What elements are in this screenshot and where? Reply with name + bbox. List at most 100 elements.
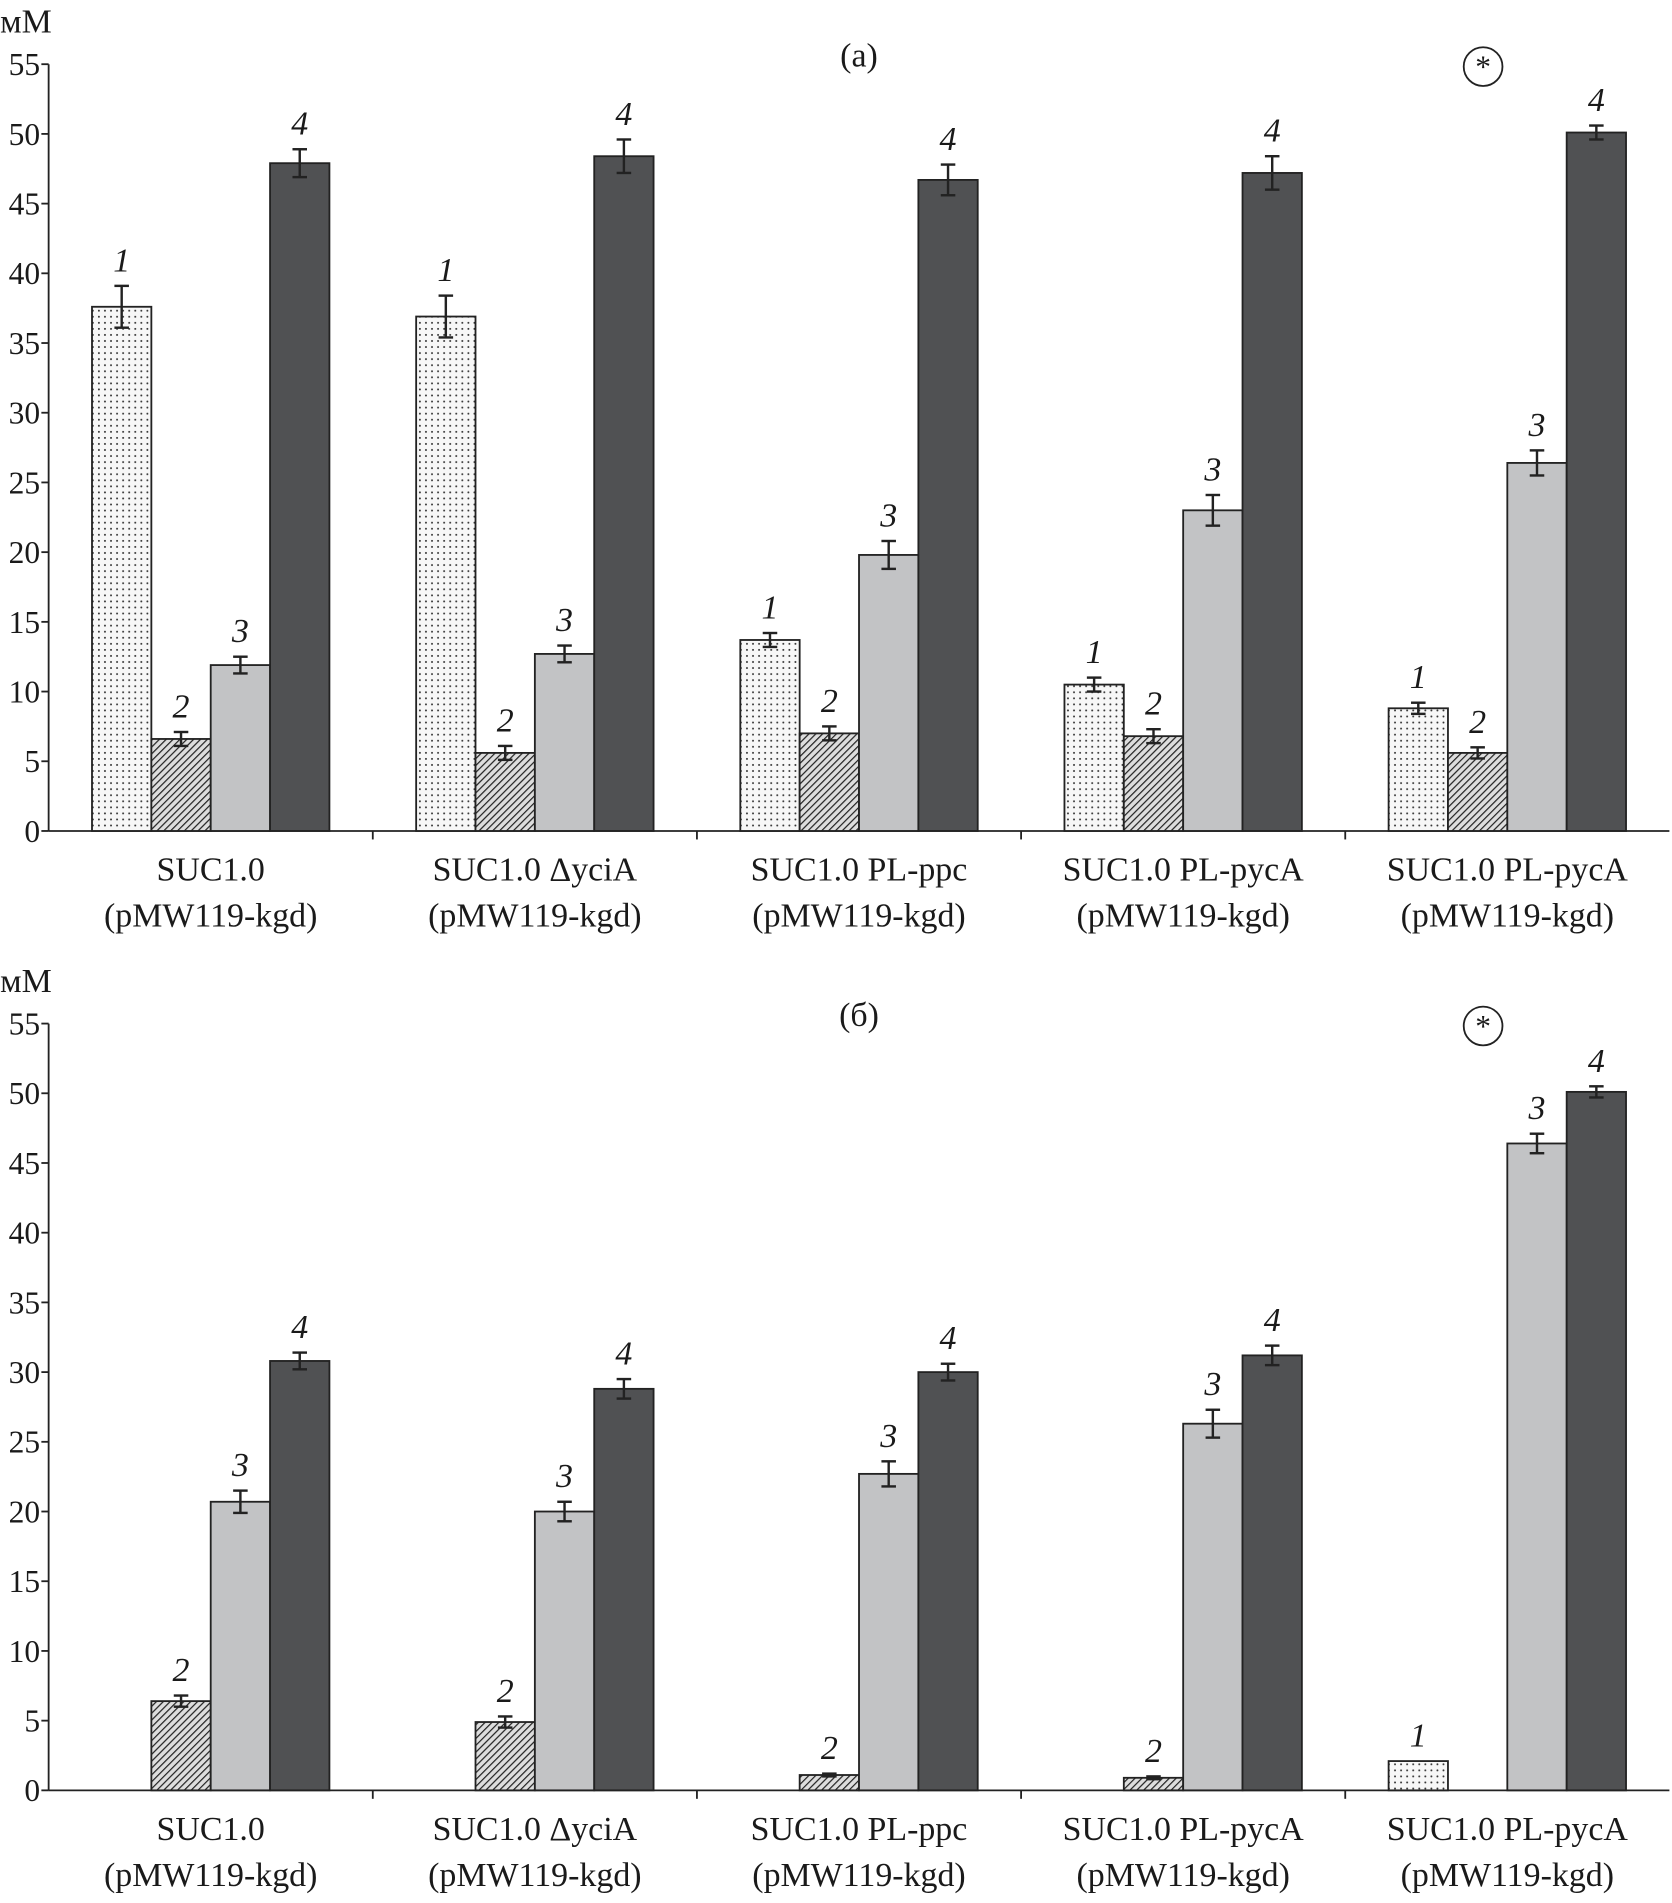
- y-tick-label: 0: [24, 1773, 40, 1808]
- x-tick-label: SUC1.0 ΔyciA: [433, 1811, 638, 1848]
- bar: [1182, 509, 1244, 832]
- error-bar: [616, 1377, 632, 1400]
- error-bar: [1470, 746, 1485, 760]
- bar: [917, 1371, 979, 1792]
- series-label: 3: [231, 1447, 249, 1484]
- x-tick-label: SUC1.0 PL-pycA: [1063, 1811, 1305, 1848]
- error-bar: [1529, 449, 1545, 477]
- y-tick-label: 50: [9, 1076, 40, 1111]
- annotation: *: [1475, 1009, 1491, 1044]
- error-bar: [292, 148, 308, 179]
- annotation-circle: [1462, 1005, 1504, 1047]
- series-label: 1: [1086, 634, 1103, 671]
- error-bar: [822, 1772, 837, 1778]
- annotation-circle: [1462, 46, 1504, 87]
- series-label: 4: [615, 96, 632, 133]
- bar: [269, 1360, 331, 1792]
- bar: [1447, 751, 1509, 832]
- bar: [798, 732, 860, 832]
- bar: [1122, 735, 1185, 832]
- series-label: 2: [173, 1652, 190, 1689]
- series-label: 4: [291, 106, 308, 143]
- error-bar: [1264, 1344, 1280, 1367]
- y-tick-label: 30: [9, 396, 40, 431]
- x-tick-label: (pMW119-kgd): [104, 1857, 317, 1894]
- bar: [1241, 1354, 1303, 1792]
- x-tick-label: (pMW119-kgd): [1076, 1857, 1289, 1894]
- y-axis-label: мМ: [0, 963, 52, 1000]
- series-label: 1: [1410, 659, 1427, 696]
- bar: [1241, 172, 1303, 832]
- error-bar: [1205, 493, 1221, 527]
- y-tick-label: 45: [9, 187, 40, 222]
- annotation: *: [1475, 50, 1491, 85]
- bar: [858, 554, 920, 832]
- bar: [415, 315, 477, 832]
- bar: [1387, 707, 1449, 832]
- series-label: 3: [879, 497, 897, 534]
- bar: [1506, 1142, 1568, 1792]
- error-bar: [1146, 1775, 1161, 1781]
- bar: [1063, 683, 1125, 832]
- series-label: 4: [940, 121, 957, 158]
- y-tick-label: 50: [9, 117, 40, 152]
- bar: [91, 305, 153, 832]
- bar-chart: мМ (а) * 0 5 10 15 20 25 30 35 40 45 50 55 SUC1.0 (pMW11…: [0, 4, 1670, 935]
- y-tick-label: 35: [9, 326, 40, 361]
- series-label: 3: [1528, 1090, 1546, 1127]
- x-tick-label: (pMW119-kgd): [428, 1857, 641, 1894]
- x-tick-label: SUC1.0 ΔyciA: [433, 852, 638, 889]
- x-tick-label: (pMW119-kgd): [428, 898, 641, 935]
- error-bar: [1411, 701, 1426, 716]
- y-tick-label: 55: [9, 1006, 40, 1041]
- series-label: 4: [291, 1309, 308, 1346]
- y-tick-label: 0: [24, 814, 40, 849]
- series-label: 4: [1588, 82, 1605, 119]
- series-label: 2: [497, 1673, 514, 1710]
- x-tick-label: (pMW119-kgd): [1401, 898, 1614, 935]
- x-tick-label: (pMW119-kgd): [752, 898, 965, 935]
- bar-chart: мМ (б) * 0 5 10 15 20 25 30 35 40 45 50 55 SUC1.0 (pMW11…: [0, 963, 1670, 1894]
- bar: [593, 1387, 655, 1792]
- y-tick-label: 15: [9, 605, 40, 640]
- x-tick-label: SUC1.0 PL-ppc: [751, 852, 968, 889]
- error-bar: [557, 1500, 572, 1523]
- series-label: 3: [1203, 1366, 1221, 1403]
- bar: [1387, 1760, 1449, 1792]
- y-tick-label: 55: [9, 47, 40, 82]
- y-axis-label: мМ: [0, 4, 52, 41]
- error-bar: [616, 138, 632, 175]
- series-label: 1: [762, 589, 779, 626]
- bar: [858, 1472, 920, 1792]
- chart-title: (а): [840, 38, 878, 75]
- y-tick-label: 5: [24, 744, 40, 779]
- x-tick-label: SUC1.0 PL-ppc: [751, 1811, 968, 1848]
- y-tick-label: 10: [9, 674, 40, 709]
- series-label: 3: [555, 1458, 573, 1495]
- y-tick-label: 25: [9, 1425, 40, 1460]
- y-tick-label: 10: [9, 1634, 40, 1669]
- error-bar: [940, 1362, 956, 1382]
- error-bar: [822, 725, 837, 742]
- series-label: 2: [1145, 1733, 1162, 1770]
- error-bar: [173, 730, 189, 748]
- y-tick-label: 45: [9, 1146, 40, 1181]
- error-bar: [173, 1694, 189, 1708]
- series-label: 3: [1528, 407, 1546, 444]
- error-bar: [557, 644, 572, 664]
- error-bar: [233, 1489, 248, 1515]
- error-bar: [497, 1715, 513, 1729]
- x-tick-label: (pMW119-kgd): [104, 898, 317, 935]
- error-bar: [497, 744, 513, 762]
- bar: [917, 179, 979, 832]
- error-bar: [1146, 727, 1161, 745]
- bar: [533, 653, 596, 832]
- bar: [1182, 1422, 1244, 1792]
- series-label: 4: [1264, 1302, 1281, 1339]
- series-label: 2: [1469, 704, 1486, 741]
- series-label: 3: [1203, 451, 1221, 488]
- series-label: 2: [821, 683, 838, 720]
- x-tick-label: (pMW119-kgd): [1401, 1857, 1614, 1894]
- y-tick-label: 40: [9, 1216, 40, 1251]
- error-bar: [940, 163, 956, 197]
